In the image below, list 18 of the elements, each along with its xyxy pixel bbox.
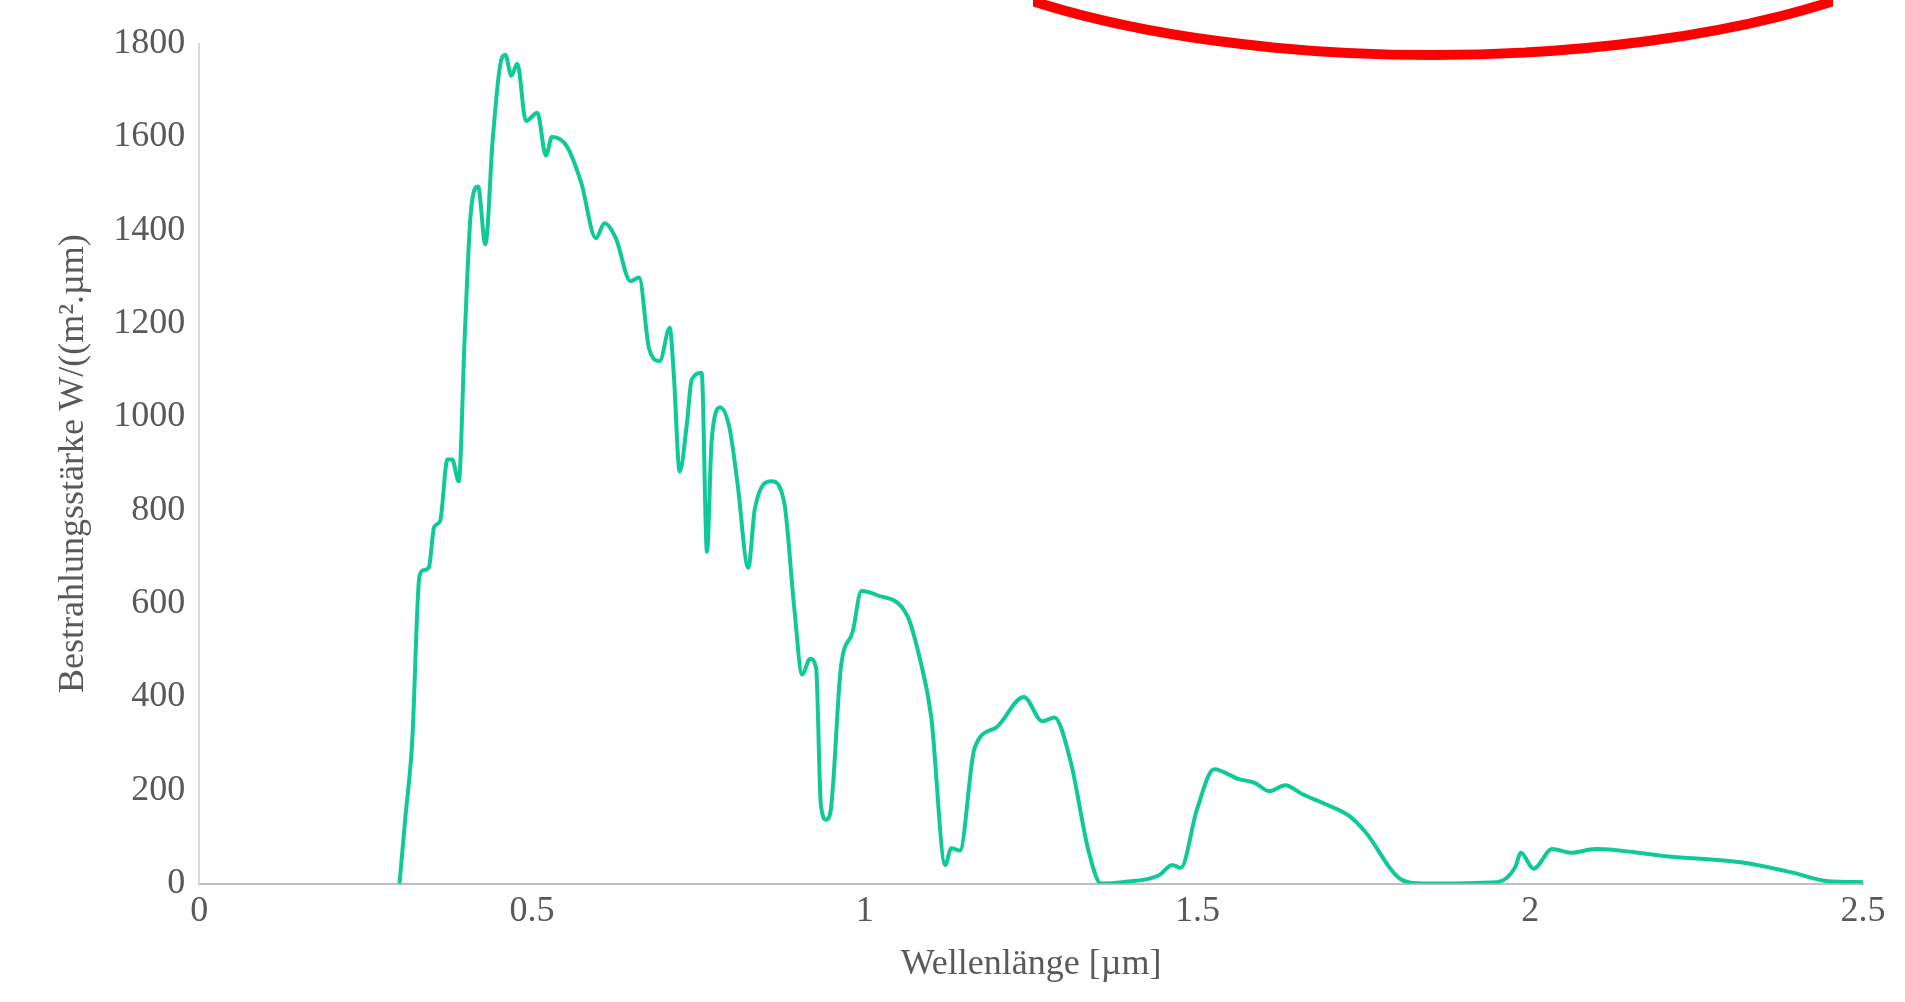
x-tick-label: 2.5 xyxy=(1840,888,1886,929)
y-tick-label: 400 xyxy=(131,674,186,715)
x-tick-label: 0.5 xyxy=(509,888,555,929)
x-axis-title: Wellenlänge [µm] xyxy=(900,941,1162,982)
y-tick-label: 0 xyxy=(167,861,186,902)
y-tick-label: 1800 xyxy=(113,21,186,62)
x-tick-label: 2 xyxy=(1521,888,1540,929)
y-tick-label: 1000 xyxy=(113,394,186,435)
y-tick-label: 200 xyxy=(131,767,186,808)
y-tick-label: 1600 xyxy=(113,114,186,155)
y-axis-title: Bestrahlungsstärke W/((m².µm) xyxy=(51,234,92,693)
y-tick-label: 600 xyxy=(131,581,186,622)
line-series xyxy=(397,52,1863,884)
y-tick-label: 800 xyxy=(131,487,186,528)
y-tick-label: 1400 xyxy=(113,207,186,248)
x-tick-label: 1.5 xyxy=(1174,888,1220,929)
y-tick-label: 1200 xyxy=(113,301,186,342)
x-tick-label: 1 xyxy=(855,888,874,929)
